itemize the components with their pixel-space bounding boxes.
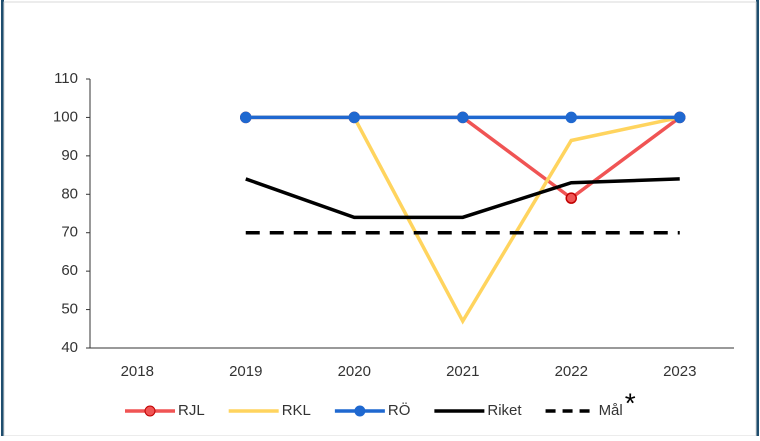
x-tick-label: 2020 <box>338 363 371 380</box>
legend-label: RÖ <box>388 401 411 419</box>
frame-right <box>756 0 759 436</box>
series-line <box>245 115 681 325</box>
frame-left <box>1 0 4 436</box>
x-tick-label: 2023 <box>663 363 696 380</box>
point <box>565 192 577 204</box>
point <box>565 111 577 124</box>
point <box>240 111 252 124</box>
x-tick-label: 2021 <box>446 363 479 380</box>
legend-marker <box>354 405 366 417</box>
x-tick-label: 2022 <box>555 363 588 380</box>
y-tick-label: 70 <box>61 224 78 241</box>
point <box>674 111 686 124</box>
legend-label: Riket <box>487 402 522 419</box>
point <box>457 111 469 124</box>
y-tick-label: 110 <box>54 70 78 87</box>
y-tick-label: 100 <box>53 108 78 125</box>
legend-label: Mål <box>599 402 623 419</box>
y-tick-label: 50 <box>61 301 78 318</box>
y-tick-label: 60 <box>61 262 78 279</box>
x-tick-label: 2019 <box>229 363 262 380</box>
y-tick-label: 90 <box>61 147 78 164</box>
point <box>348 111 360 124</box>
legend-note: * <box>625 387 636 418</box>
legend-marker <box>144 405 156 417</box>
y-tick-label: 40 <box>61 339 78 356</box>
y-tick-label: 80 <box>61 185 78 202</box>
legend-label: RJL <box>178 402 205 419</box>
legend-label: RKL <box>282 402 311 419</box>
series-line <box>245 177 680 220</box>
x-tick-label: 2018 <box>121 363 154 380</box>
